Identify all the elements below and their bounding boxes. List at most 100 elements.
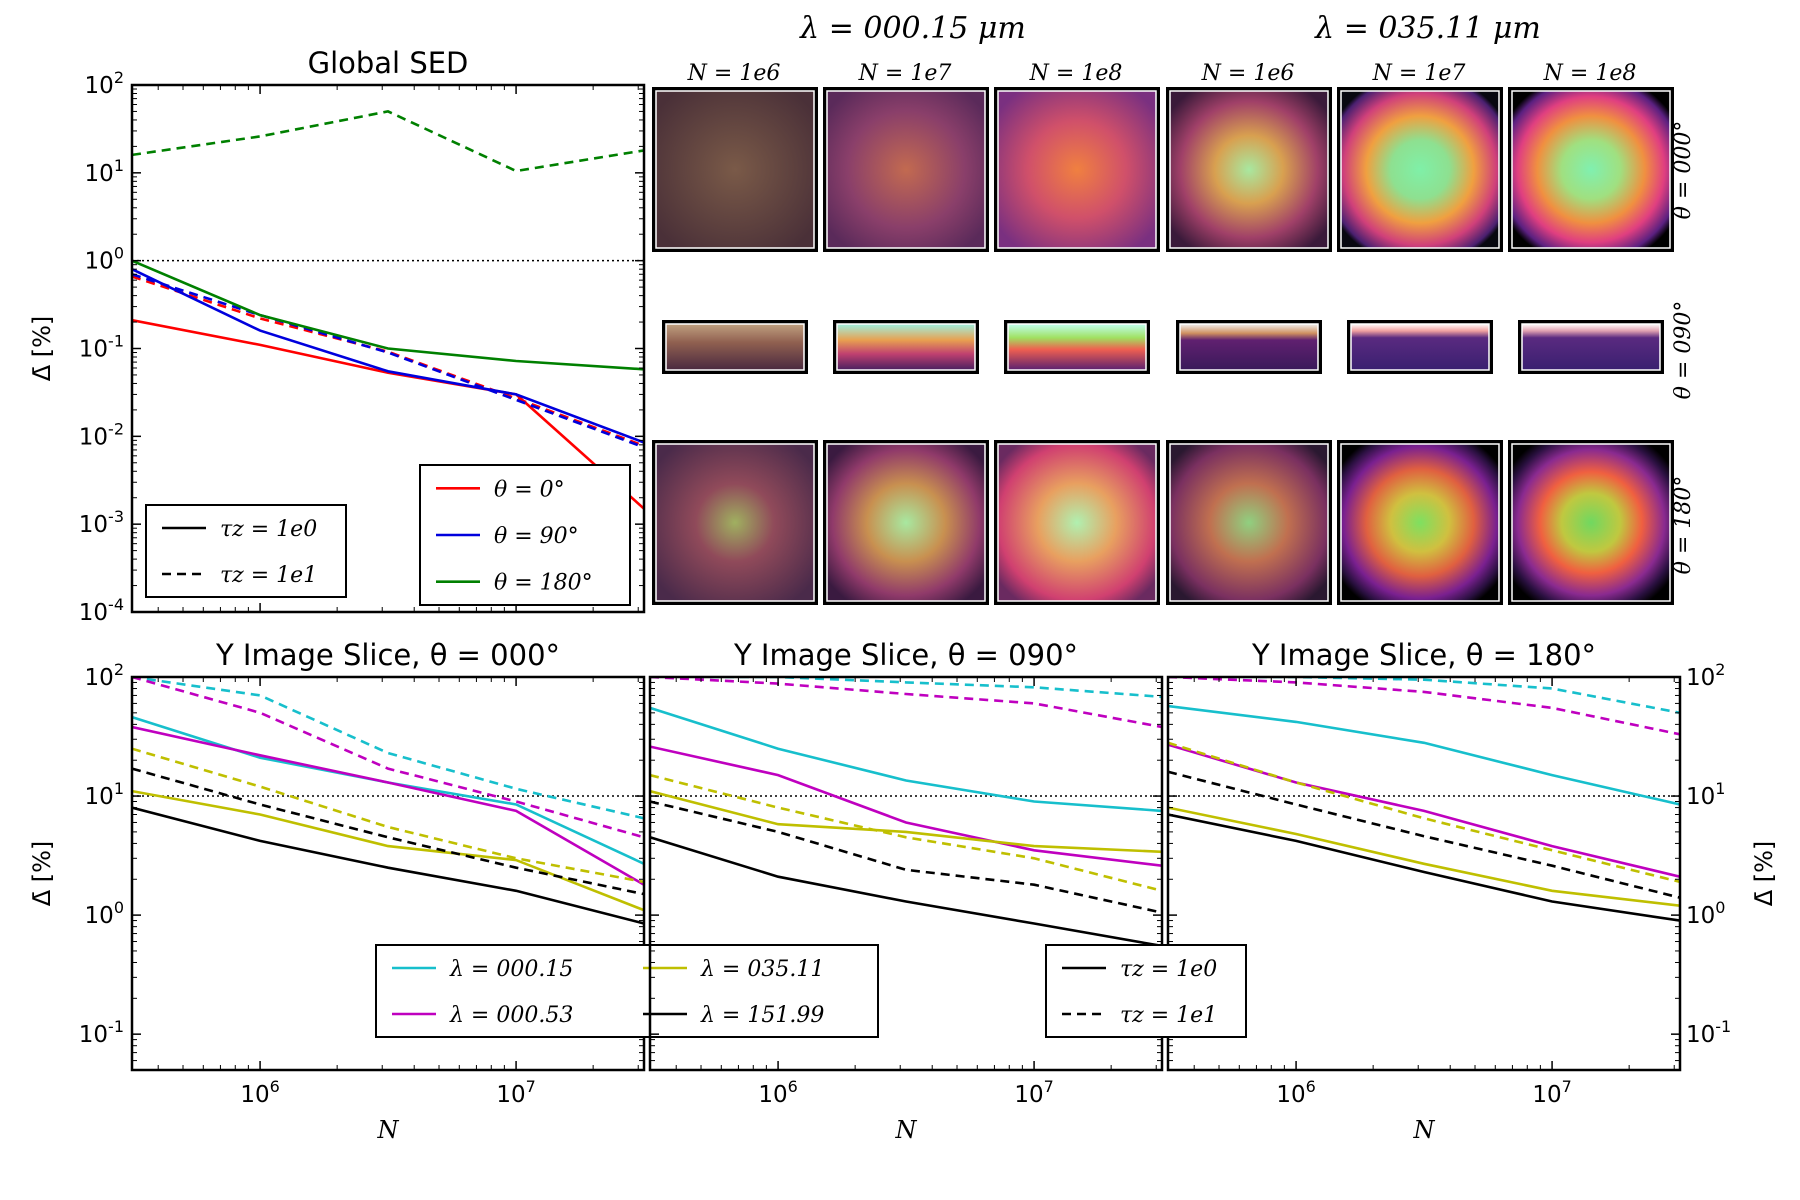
slice-panel-theta-180: Y Image Slice, θ = 180° 102 101 100 10-1 106 1… bbox=[1045, 638, 1778, 1144]
series-group bbox=[132, 677, 644, 925]
panel-title: Global SED bbox=[308, 46, 469, 80]
image-tile bbox=[836, 323, 976, 371]
series-line bbox=[132, 767, 644, 896]
image-tile bbox=[1179, 323, 1319, 371]
legend-label: λ = 151.99 bbox=[700, 1003, 824, 1028]
series-line bbox=[132, 318, 644, 510]
series-line bbox=[650, 773, 1162, 893]
series-line bbox=[650, 745, 1162, 867]
row-label: θ = 000° bbox=[1671, 121, 1696, 220]
legend-tau: τz = 1e0 τz = 1e1 bbox=[145, 504, 347, 598]
column-group-label: λ = 035.11 μm bbox=[1314, 11, 1541, 46]
series-group bbox=[1168, 677, 1680, 922]
y-tick-label: 101 bbox=[1686, 779, 1725, 810]
series-line bbox=[1168, 743, 1680, 878]
y-tick-label: 10-1 bbox=[79, 1017, 124, 1048]
series-group bbox=[650, 677, 1162, 948]
y-tick-label: 102 bbox=[1686, 660, 1725, 691]
legend-label: τz = 1e1 bbox=[220, 563, 317, 588]
image-tile bbox=[826, 443, 986, 602]
series-line bbox=[132, 806, 644, 925]
image-tile bbox=[826, 90, 986, 249]
y-tick-label: 101 bbox=[85, 156, 124, 187]
y-tick-label: 10-1 bbox=[1686, 1017, 1731, 1048]
image-tile bbox=[1511, 443, 1671, 602]
legend-label: τz = 1e0 bbox=[220, 517, 317, 542]
x-tick-label: 107 bbox=[1532, 1077, 1571, 1108]
y-tick-label: 10-3 bbox=[79, 507, 124, 538]
image-tile bbox=[1169, 90, 1329, 249]
series-line bbox=[132, 677, 644, 839]
image-tile bbox=[1511, 90, 1671, 249]
y-tick-label: 10-4 bbox=[79, 595, 124, 626]
legend-label: λ = 035.11 bbox=[700, 957, 824, 982]
y-tick-label: 101 bbox=[85, 779, 124, 810]
series-line bbox=[1168, 813, 1680, 922]
row-label: θ = 090° bbox=[1671, 301, 1696, 400]
series-line bbox=[132, 747, 644, 884]
series-line bbox=[132, 110, 644, 173]
x-axis-label: N bbox=[1413, 1116, 1436, 1144]
legend-frame bbox=[145, 504, 347, 598]
series-line bbox=[1168, 806, 1680, 907]
series-line bbox=[650, 836, 1162, 948]
image-tile bbox=[1007, 323, 1147, 371]
series-line bbox=[132, 275, 644, 448]
y-tick-label: 100 bbox=[1686, 898, 1725, 929]
legend-label: θ = 90° bbox=[494, 524, 579, 549]
legend-label: θ = 180° bbox=[494, 571, 593, 596]
image-tile bbox=[655, 443, 815, 602]
legend-label: λ = 000.53 bbox=[449, 1003, 573, 1028]
panel-title: Y Image Slice, θ = 090° bbox=[733, 638, 1078, 672]
y-tick-label: 10-1 bbox=[79, 332, 124, 363]
image-grid-panel: λ = 000.15 μm λ = 035.11 μm N = 1e6 N = 1e7… bbox=[652, 11, 1696, 605]
series-line bbox=[132, 725, 644, 886]
x-tick-label: 107 bbox=[1014, 1077, 1053, 1108]
x-tick-label: 106 bbox=[1276, 1077, 1315, 1108]
legend-theta: θ = 0° θ = 90° θ = 180° bbox=[419, 464, 631, 606]
x-tick-label: 107 bbox=[496, 1077, 535, 1108]
x-axis-label: N bbox=[377, 1116, 400, 1144]
image-tile bbox=[997, 443, 1157, 602]
y-tick-label: 100 bbox=[85, 898, 124, 929]
column-group-label: λ = 000.15 μm bbox=[799, 11, 1026, 46]
series-line bbox=[132, 259, 644, 371]
legend-label: θ = 0° bbox=[494, 477, 565, 502]
legend-tau-slice: τz = 1e0 τz = 1e1 bbox=[1045, 944, 1247, 1038]
column-label: N = 1e7 bbox=[858, 61, 952, 86]
axes-frame bbox=[130, 675, 646, 1072]
series-line bbox=[650, 800, 1162, 914]
image-tile bbox=[1350, 323, 1490, 371]
series-line bbox=[132, 789, 644, 912]
series-group bbox=[132, 110, 644, 510]
series-line bbox=[132, 273, 644, 449]
image-tile bbox=[665, 323, 805, 371]
series-line bbox=[650, 677, 1162, 699]
series-line bbox=[132, 268, 644, 444]
series-line bbox=[650, 677, 1162, 729]
y-tick-label: 102 bbox=[85, 68, 124, 99]
panel-title: Y Image Slice, θ = 180° bbox=[1251, 638, 1596, 672]
series-line bbox=[1168, 770, 1680, 899]
series-line bbox=[1168, 677, 1680, 736]
axes-frame bbox=[648, 675, 1164, 1072]
y-tick-label: 100 bbox=[85, 244, 124, 275]
panel-title: Y Image Slice, θ = 000° bbox=[215, 638, 560, 672]
legend-frame bbox=[1045, 944, 1247, 1038]
column-label: N = 1e6 bbox=[1201, 61, 1295, 86]
series-line bbox=[650, 789, 1162, 854]
y-tick-label: 10-2 bbox=[79, 419, 124, 450]
legend-lambda: λ = 000.15 λ = 000.53 λ = 035.11 λ = 151.99 bbox=[375, 944, 879, 1038]
y-axis-label: Δ̄ [%] bbox=[28, 316, 56, 382]
x-axis-label: N bbox=[895, 1116, 918, 1144]
slice-panel-theta-000: Y Image Slice, θ = 000° 102 101 100 10-1 106 1… bbox=[28, 638, 879, 1144]
series-line bbox=[1168, 677, 1680, 715]
column-label: N = 1e8 bbox=[1029, 61, 1123, 86]
axes-frame bbox=[1166, 675, 1682, 1072]
image-tile bbox=[997, 90, 1157, 249]
legend-label: λ = 000.15 bbox=[449, 957, 573, 982]
column-label: N = 1e8 bbox=[1543, 61, 1637, 86]
legend-frame bbox=[375, 944, 879, 1038]
series-line bbox=[1168, 741, 1680, 884]
x-tick-label: 106 bbox=[240, 1077, 279, 1108]
